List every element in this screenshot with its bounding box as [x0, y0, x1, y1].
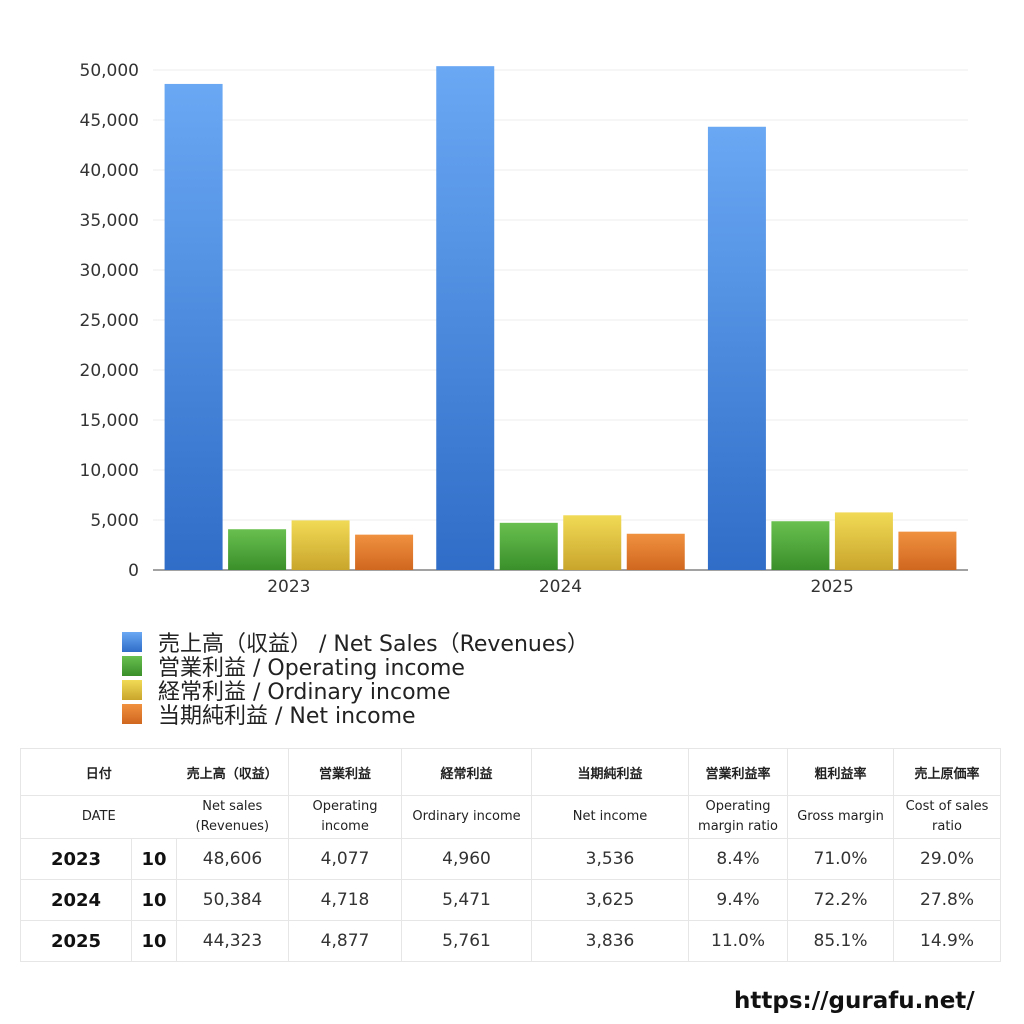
legend-label: 経常利益 / Ordinary income	[158, 680, 451, 705]
table-header-jp: 日付 売上高（収益） 営業利益 経常利益 当期純利益 営業利益率 粗利益率 売上…	[19, 748, 1002, 796]
header-gross-margin-en: Gross margin	[787, 795, 895, 839]
legend: 売上高（収益） / Net Sales（Revenues） 営業利益 / Ope…	[122, 630, 589, 729]
header-date-jp: 日付	[19, 748, 177, 796]
y-tick-label: 45,000	[80, 111, 139, 131]
cell-net-income: 3,536	[531, 838, 690, 880]
y-tick-label: 5,000	[90, 511, 139, 531]
cell-ordinary-income: 5,761	[401, 920, 533, 962]
y-tick-label: 10,000	[80, 461, 139, 481]
bar-operating-income-2025	[771, 521, 830, 570]
bar-net-sales-2023	[164, 83, 223, 570]
bar-operating-income-2023	[228, 529, 287, 570]
header-cost-ratio-jp: 売上原価率	[893, 748, 1002, 796]
row-year: 2025	[20, 920, 132, 962]
legend-item-ordinary-income: 経常利益 / Ordinary income	[122, 678, 589, 705]
financial-table: 日付 売上高（収益） 営業利益 経常利益 当期純利益 営業利益率 粗利益率 売上…	[19, 748, 1002, 962]
cell-operating-margin: 9.4%	[688, 879, 789, 921]
cell-net-sales: 50,384	[176, 879, 290, 921]
cell-cost-ratio: 14.9%	[893, 920, 1002, 962]
cell-net-sales: 48,606	[176, 838, 290, 880]
cell-ordinary-income: 4,960	[401, 838, 533, 880]
legend-label: 営業利益 / Operating income	[158, 656, 465, 681]
bar-net-income-2024	[626, 533, 685, 570]
bar-net-income-2025	[898, 531, 957, 570]
table-row: 2024 10 50,384 4,718 5,471 3,625 9.4% 72…	[20, 879, 1002, 921]
cell-operating-income: 4,077	[288, 838, 403, 880]
header-operating-margin-jp: 営業利益率	[688, 748, 789, 796]
legend-item-net-sales: 売上高（収益） / Net Sales（Revenues）	[122, 630, 589, 657]
cell-ordinary-income: 5,471	[401, 879, 533, 921]
x-tick-label: 2023	[267, 577, 310, 597]
header-cost-ratio-en: Cost of sales ratio	[893, 795, 1002, 839]
legend-swatch-ordinary-income	[122, 680, 142, 700]
legend-swatch-net-sales	[122, 632, 142, 652]
legend-swatch-operating-income	[122, 656, 142, 676]
cell-operating-margin: 11.0%	[688, 920, 789, 962]
cell-net-income: 3,625	[531, 879, 690, 921]
header-net-income-jp: 当期純利益	[531, 748, 690, 796]
header-ordinary-income-jp: 経常利益	[401, 748, 533, 796]
bar-ordinary-income-2025	[834, 512, 893, 570]
x-tick-label: 2024	[539, 577, 582, 597]
cell-operating-income: 4,877	[288, 920, 403, 962]
legend-swatch-net-income	[122, 704, 142, 724]
cell-gross-margin: 72.2%	[787, 879, 895, 921]
header-operating-income-en: Operating income	[288, 795, 403, 839]
header-gross-margin-jp: 粗利益率	[787, 748, 895, 796]
x-axis-ticks: 2023 2024 2025	[267, 577, 854, 597]
header-ordinary-income-en: Ordinary income	[401, 795, 533, 839]
y-tick-label: 0	[128, 561, 139, 581]
y-tick-label: 40,000	[80, 161, 139, 181]
bar-net-sales-2024	[436, 66, 495, 570]
row-month: 10	[130, 838, 178, 880]
header-net-sales-jp: 売上高（収益）	[176, 748, 290, 796]
cell-cost-ratio: 27.8%	[893, 879, 1002, 921]
cell-net-income: 3,836	[531, 920, 690, 962]
row-year: 2023	[20, 838, 132, 880]
row-month: 10	[130, 920, 178, 962]
header-operating-income-jp: 営業利益	[288, 748, 403, 796]
header-date-en: DATE	[19, 795, 177, 839]
bar-net-income-2023	[355, 534, 414, 570]
y-tick-label: 50,000	[80, 61, 139, 81]
site-url[interactable]: https://gurafu.net/	[734, 988, 975, 1014]
cell-gross-margin: 71.0%	[787, 838, 895, 880]
cell-cost-ratio: 29.0%	[893, 838, 1002, 880]
cell-operating-income: 4,718	[288, 879, 403, 921]
bars	[164, 66, 957, 571]
header-operating-margin-en: Operating margin ratio	[688, 795, 789, 839]
bar-chart: 0 5,000 10,000 15,000 20,000 25,000 30,000 35,0…	[80, 61, 968, 597]
y-tick-label: 35,000	[80, 211, 139, 231]
x-tick-label: 2025	[811, 577, 854, 597]
cell-operating-margin: 8.4%	[688, 838, 789, 880]
bar-net-sales-2025	[707, 126, 766, 571]
legend-item-operating-income: 営業利益 / Operating income	[122, 654, 589, 681]
y-tick-label: 30,000	[80, 261, 139, 281]
table-row: 2023 10 48,606 4,077 4,960 3,536 8.4% 71…	[20, 838, 1002, 880]
y-axis-ticks: 0 5,000 10,000 15,000 20,000 25,000 30,000 35,0…	[80, 61, 139, 581]
y-tick-label: 25,000	[80, 311, 139, 331]
legend-label: 当期純利益 / Net income	[158, 704, 416, 729]
grid-lines	[153, 69, 968, 571]
bar-ordinary-income-2023	[291, 520, 350, 570]
legend-label: 売上高（収益） / Net Sales（Revenues）	[158, 632, 589, 657]
bar-ordinary-income-2024	[563, 515, 622, 570]
y-tick-label: 20,000	[80, 361, 139, 381]
bar-operating-income-2024	[499, 522, 558, 570]
y-tick-label: 15,000	[80, 411, 139, 431]
header-net-sales-en: Net sales (Revenues)	[176, 795, 290, 839]
legend-item-net-income: 当期純利益 / Net income	[122, 702, 589, 729]
cell-net-sales: 44,323	[176, 920, 290, 962]
cell-gross-margin: 85.1%	[787, 920, 895, 962]
table-header-en: DATE Net sales (Revenues) Operating inco…	[19, 795, 1002, 839]
table-row: 2025 10 44,323 4,877 5,761 3,836 11.0% 8…	[20, 920, 1002, 962]
row-month: 10	[130, 879, 178, 921]
row-year: 2024	[20, 879, 132, 921]
header-net-income-en: Net income	[531, 795, 690, 839]
